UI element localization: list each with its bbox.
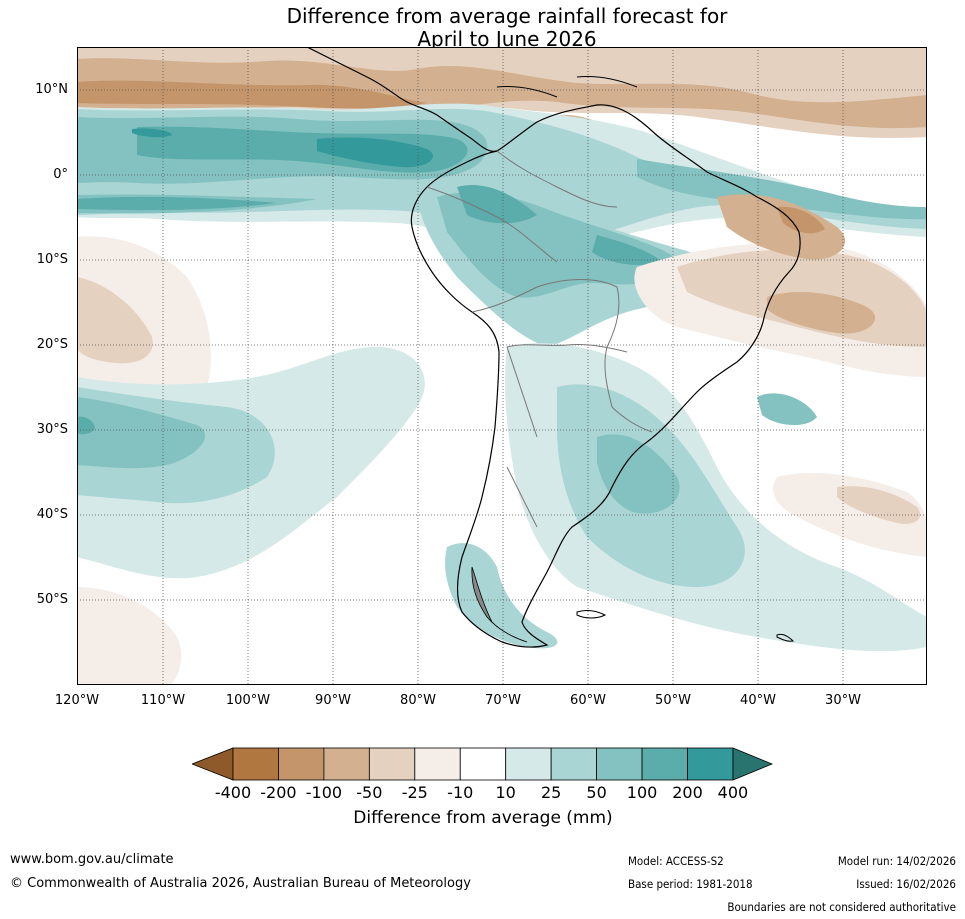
colorbar-cell (550, 747, 597, 781)
colorbar-cell (687, 747, 734, 781)
dry-s-atlantic-mid (837, 486, 921, 524)
colorbar-cells (232, 747, 734, 781)
wet-southern-pacific-strong (77, 397, 206, 469)
dry-e-pacific-mid (77, 277, 153, 364)
colorbar-label: Difference from average (mm) (353, 808, 613, 828)
colorbar-tick-label: -50 (356, 783, 383, 802)
coastline-tierra-del-fuego (471, 566, 528, 643)
country-borders (426, 150, 653, 528)
lon-label-90w: 90°W (315, 693, 351, 708)
title-line-1: Difference from average rainfall forecas… (286, 4, 728, 28)
rainfall-map (77, 47, 927, 685)
colorbar-tick-label: 25 (540, 783, 562, 802)
colorbar-cell (641, 747, 688, 781)
colorbar-tick-label: 10 (495, 783, 516, 802)
colorbar-cell (232, 747, 279, 781)
lon-label-110w: 110°W (140, 693, 186, 708)
coastline-caribbean (496, 76, 638, 98)
wet-southern-pacific-core (77, 416, 95, 435)
dry-band-north-core (77, 58, 927, 129)
coastline-south-georgia (776, 634, 795, 642)
graticule (77, 47, 927, 685)
lat-label-40s: 40°S (36, 507, 68, 522)
lon-label-40w: 40°W (740, 693, 776, 708)
colorbar-tick-label: 400 (717, 783, 749, 802)
footer-base-period: Base period: 1981-2018 (628, 877, 753, 891)
coastline-south-america (410, 104, 801, 648)
colorbar-cell (596, 747, 643, 781)
colorbar-tick-label: 200 (672, 783, 703, 802)
lon-label-30w: 30°W (825, 693, 861, 708)
lat-label-10n: 10°N (35, 82, 68, 97)
wet-amazon-core (457, 185, 662, 266)
colorbar-arrow-left (192, 747, 234, 781)
colorbar-tick-label: -400 (214, 783, 252, 802)
colorbar-tick-label: -200 (260, 783, 297, 802)
lat-label-10s: 10°S (36, 252, 68, 267)
title-line-2: April to June 2026 (417, 27, 597, 51)
footer-model-run: Model run: 14/02/2026 (837, 854, 956, 868)
colorbar-cell (278, 747, 325, 781)
dry-ne-brazil-core (717, 194, 876, 334)
colorbar-cell (368, 747, 416, 781)
footer-copyright: © Commonwealth of Australia 2026, Austra… (10, 876, 471, 891)
colorbar-cell (323, 747, 370, 781)
colorbar-tick-label: 100 (626, 783, 658, 802)
lat-label-20s: 20°S (36, 337, 68, 352)
dry-band-north-strong (77, 80, 427, 109)
colorbar-tick-label: 50 (586, 783, 607, 802)
colorbar-tick-label: -25 (401, 783, 428, 802)
colorbar-arrow-right (732, 747, 774, 781)
footer-issued: Issued: 16/02/2026 (856, 877, 956, 891)
dry-sw-pacific (77, 587, 182, 685)
lat-label-0: 0° (53, 167, 68, 182)
lon-label-60w: 60°W (570, 693, 606, 708)
lon-label-100w: 100°W (225, 693, 271, 708)
lon-label-80w: 80°W (400, 693, 436, 708)
wet-se-america-strong (597, 393, 817, 514)
lon-label-50w: 50°W (655, 693, 691, 708)
colorbar-cell (459, 747, 507, 781)
lat-label-30s: 30°S (36, 422, 68, 437)
dry-ne-brazil-strong (777, 206, 825, 234)
footer-model: Model: ACCESS-S2 (628, 854, 724, 868)
colorbar-tick-label: -10 (447, 783, 474, 802)
lon-label-120w: 120°W (54, 693, 100, 708)
wet-band-equator-peak (132, 128, 433, 168)
lat-label-50s: 50°S (36, 592, 68, 607)
footer-website[interactable]: www.bom.gov.au/climate (10, 852, 174, 867)
colorbar-cell (505, 747, 552, 781)
colorbar-tick-label: -100 (305, 783, 343, 802)
lon-label-70w: 70°W (485, 693, 521, 708)
footer-disclaimer: Boundaries are not considered authoritat… (727, 900, 956, 914)
coastline-falklands (576, 610, 607, 619)
colorbar (192, 747, 774, 781)
colorbar-cell (414, 747, 461, 781)
coastline-central-america (306, 47, 498, 152)
